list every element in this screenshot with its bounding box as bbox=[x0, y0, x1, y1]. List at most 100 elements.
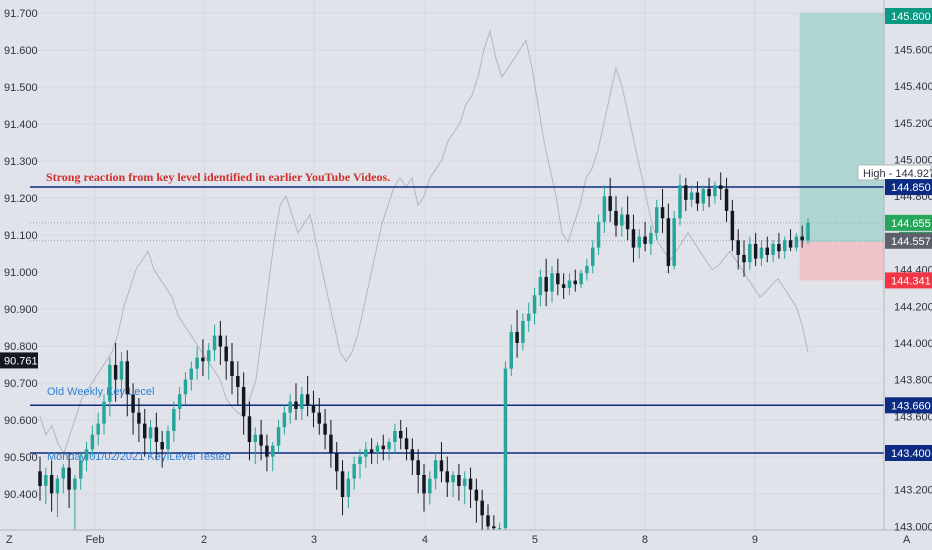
candle[interactable] bbox=[67, 452, 71, 508]
candle[interactable] bbox=[358, 449, 362, 479]
candle[interactable] bbox=[125, 350, 130, 417]
candle[interactable] bbox=[748, 236, 752, 270]
candle[interactable] bbox=[649, 225, 653, 255]
candle[interactable] bbox=[788, 229, 793, 252]
candle[interactable] bbox=[265, 434, 269, 472]
candle[interactable] bbox=[334, 441, 339, 490]
price-tag[interactable]: 143.400 bbox=[885, 444, 932, 461]
candle[interactable] bbox=[666, 203, 671, 274]
candle[interactable] bbox=[538, 269, 543, 307]
candle[interactable] bbox=[451, 471, 455, 497]
candle[interactable] bbox=[160, 430, 164, 468]
candle[interactable] bbox=[84, 441, 89, 472]
price-tag[interactable]: 143.660 bbox=[885, 397, 932, 414]
candle[interactable] bbox=[457, 463, 461, 501]
candle[interactable] bbox=[375, 441, 380, 464]
candle[interactable] bbox=[532, 287, 537, 325]
candle[interactable] bbox=[794, 232, 799, 252]
candle[interactable] bbox=[509, 324, 514, 376]
candle[interactable] bbox=[620, 207, 624, 237]
candle[interactable] bbox=[782, 236, 787, 259]
candle[interactable] bbox=[404, 427, 409, 461]
candle[interactable] bbox=[300, 386, 304, 420]
candle[interactable] bbox=[113, 342, 118, 402]
candle[interactable] bbox=[49, 460, 54, 512]
candle[interactable] bbox=[684, 177, 688, 211]
candle[interactable] bbox=[224, 335, 228, 380]
candle[interactable] bbox=[660, 188, 665, 233]
candle[interactable] bbox=[236, 361, 240, 406]
candle[interactable] bbox=[38, 456, 42, 501]
candle[interactable] bbox=[166, 425, 170, 461]
candle[interactable] bbox=[462, 471, 467, 505]
candle[interactable] bbox=[614, 196, 618, 237]
candle[interactable] bbox=[718, 172, 723, 200]
candle[interactable] bbox=[602, 185, 607, 233]
candle[interactable] bbox=[759, 240, 764, 266]
candle[interactable] bbox=[393, 423, 397, 453]
candle[interactable] bbox=[154, 412, 159, 461]
candle[interactable] bbox=[713, 181, 717, 204]
candle[interactable] bbox=[387, 438, 391, 461]
candle[interactable] bbox=[608, 177, 612, 222]
candle[interactable] bbox=[742, 240, 746, 277]
candle[interactable] bbox=[689, 185, 694, 208]
candle[interactable] bbox=[78, 452, 83, 490]
candle[interactable] bbox=[771, 240, 775, 263]
candle[interactable] bbox=[137, 397, 141, 442]
candle[interactable] bbox=[329, 419, 333, 468]
candle[interactable] bbox=[590, 240, 595, 274]
candle[interactable] bbox=[503, 361, 508, 530]
candle[interactable] bbox=[486, 504, 490, 530]
price-tag[interactable]: 144.850 bbox=[885, 179, 932, 196]
candle[interactable] bbox=[439, 441, 444, 483]
candle[interactable] bbox=[736, 229, 740, 270]
candle[interactable] bbox=[497, 522, 502, 530]
candle[interactable] bbox=[364, 441, 368, 468]
candle[interactable] bbox=[323, 408, 327, 450]
key-levels[interactable] bbox=[30, 186, 884, 454]
candle[interactable] bbox=[73, 474, 77, 530]
left-price-axis[interactable]: 91.700 91.600 91.500 91.400 91.300 91.200 91.1… bbox=[0, 8, 38, 501]
candle[interactable] bbox=[317, 397, 322, 435]
candle[interactable] bbox=[90, 425, 95, 457]
candle[interactable] bbox=[352, 456, 356, 490]
candle[interactable] bbox=[637, 229, 642, 259]
candle[interactable] bbox=[398, 419, 403, 450]
candle[interactable] bbox=[369, 438, 374, 464]
candle[interactable] bbox=[544, 258, 548, 307]
candle[interactable] bbox=[672, 210, 676, 270]
candle[interactable] bbox=[428, 471, 432, 505]
candle[interactable] bbox=[625, 196, 630, 241]
candle[interactable] bbox=[474, 478, 479, 523]
candle[interactable] bbox=[550, 265, 554, 303]
candle[interactable] bbox=[218, 320, 223, 365]
candle[interactable] bbox=[294, 383, 298, 420]
profit-zone[interactable] bbox=[799, 12, 884, 243]
time-axis[interactable]: Z A Feb 2 3 4 5 8 9 bbox=[6, 534, 911, 546]
candle[interactable] bbox=[701, 185, 706, 211]
candle[interactable] bbox=[177, 386, 182, 420]
candle[interactable] bbox=[119, 352, 124, 398]
candle[interactable] bbox=[596, 214, 601, 255]
candle[interactable] bbox=[433, 452, 438, 490]
candle[interactable] bbox=[556, 258, 560, 296]
candle[interactable] bbox=[724, 177, 729, 222]
candle[interactable] bbox=[44, 467, 48, 505]
candle[interactable] bbox=[422, 463, 426, 512]
price-tag[interactable]: 144.341 bbox=[885, 272, 932, 289]
candle[interactable] bbox=[800, 225, 804, 248]
candle[interactable] bbox=[247, 401, 252, 461]
candle[interactable] bbox=[515, 309, 519, 358]
candle[interactable] bbox=[131, 383, 135, 435]
stop-loss-zone[interactable] bbox=[799, 242, 884, 281]
candle[interactable] bbox=[276, 419, 281, 453]
candle[interactable] bbox=[183, 372, 188, 406]
candle[interactable] bbox=[102, 394, 106, 435]
candle[interactable] bbox=[148, 419, 153, 453]
candle[interactable] bbox=[201, 339, 205, 376]
price-tag[interactable]: 144.557 bbox=[885, 232, 932, 249]
candlestick-series[interactable] bbox=[38, 172, 810, 530]
